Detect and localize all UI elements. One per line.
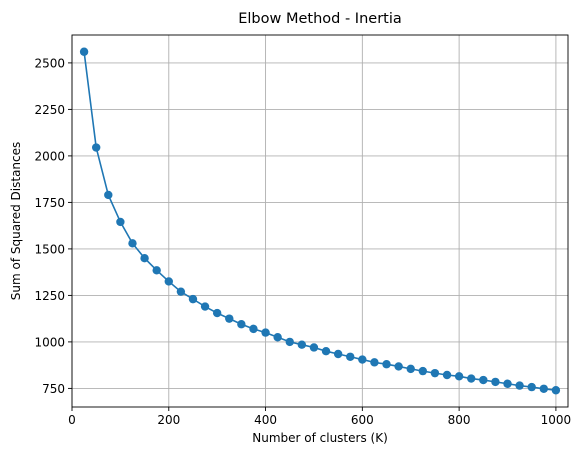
data-point: [333, 349, 343, 359]
x-tick-label: 200: [157, 413, 180, 427]
series-line: [83, 51, 557, 392]
y-tick-label: 2250: [34, 103, 65, 117]
series-group: [79, 47, 561, 395]
x-tick-label: 400: [254, 413, 277, 427]
x-axis: 0 200 400 600 800 1000: [68, 407, 571, 427]
data-point: [467, 374, 476, 383]
data-point: [370, 358, 379, 367]
y-tick-label: 2500: [34, 56, 65, 70]
x-axis-label: Number of clusters (K): [252, 431, 388, 445]
data-point: [225, 314, 234, 323]
data-point: [503, 379, 512, 388]
grid-lines: [71, 35, 568, 407]
data-point: [297, 340, 307, 349]
data-point: [285, 337, 294, 347]
data-point: [418, 366, 428, 376]
data-point: [261, 328, 270, 337]
data-point: [442, 370, 452, 380]
data-point: [515, 381, 524, 390]
data-point: [104, 190, 113, 200]
data-point: [91, 143, 101, 152]
data-point: [188, 294, 198, 304]
data-point: [527, 382, 536, 392]
data-point: [358, 355, 367, 364]
y-tick-label: 750: [42, 382, 65, 396]
x-tick-label: 600: [351, 413, 374, 427]
data-point: [491, 377, 500, 387]
y-tick-label: 1750: [34, 196, 65, 210]
y-axis: 750 1000 1250 1500 1750 2000 2250 2500: [34, 56, 72, 396]
data-point: [116, 217, 125, 227]
plot-frame: [71, 34, 569, 408]
data-point: [394, 362, 403, 371]
y-tick-label: 1000: [34, 335, 65, 349]
chart-title: Elbow Method - Inertia: [238, 11, 402, 27]
data-point: [479, 375, 488, 385]
data-point: [309, 343, 319, 352]
data-point: [551, 386, 561, 395]
y-axis-label: Sum of Squared Distances: [9, 142, 23, 301]
y-tick-label: 1250: [34, 289, 65, 303]
data-point: [346, 352, 355, 361]
data-point: [164, 277, 173, 286]
data-point: [176, 287, 186, 296]
y-tick-label: 1500: [34, 242, 65, 256]
data-point: [79, 47, 89, 56]
data-point: [200, 302, 210, 311]
data-point: [249, 324, 258, 334]
data-point: [406, 364, 415, 374]
data-point: [321, 347, 331, 356]
data-point: [539, 384, 549, 393]
data-point: [128, 239, 137, 248]
data-point: [212, 308, 222, 318]
data-point: [273, 333, 282, 342]
y-tick-label: 2000: [34, 149, 65, 163]
data-point: [430, 368, 440, 378]
data-point: [140, 254, 149, 263]
x-tick-label: 0: [68, 413, 76, 427]
data-point: [454, 372, 464, 381]
data-point: [382, 360, 391, 369]
x-tick-label: 1000: [541, 413, 572, 427]
data-point: [237, 320, 246, 329]
x-tick-label: 800: [448, 413, 471, 427]
data-point: [152, 266, 161, 275]
